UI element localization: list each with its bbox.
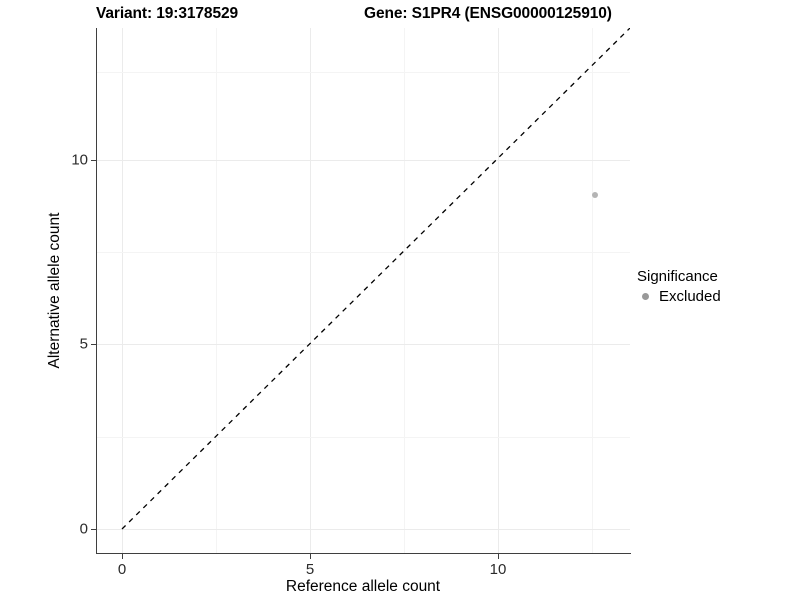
gene-title: Gene: S1PR4 (ENSG00000125910) (364, 5, 612, 22)
x-axis-label: Reference allele count (285, 578, 441, 595)
legend-item-label: Excluded (659, 288, 721, 305)
gridline-minor-horizontal (96, 437, 630, 438)
legend-dot-icon (637, 289, 653, 305)
x-tick-label-10: 10 (489, 561, 507, 578)
gridline-minor-vertical (592, 28, 593, 553)
gridline-minor-vertical (216, 28, 217, 553)
y-tick-label-5: 5 (79, 335, 88, 353)
gridline-major-vertical-10 (498, 28, 499, 553)
gridline-major-vertical-0 (122, 28, 123, 553)
x-tick-0 (122, 554, 124, 559)
y-axis-label: Alternative allele count (46, 212, 63, 369)
x-tick-label-0: 0 (117, 561, 127, 578)
gridline-major-vertical-5 (310, 28, 311, 553)
gridline-major-horizontal-5 (96, 344, 630, 345)
legend-title: Significance (637, 268, 718, 285)
x-tick-10 (498, 554, 500, 559)
x-tick-label-5: 5 (305, 561, 315, 578)
y-tick-0 (91, 529, 96, 531)
gridline-minor-horizontal (96, 252, 630, 253)
y-tick-5 (91, 344, 96, 346)
legend-item-excluded[interactable]: Excluded (637, 288, 797, 305)
y-tick-label-0: 0 (79, 520, 88, 538)
variant-title: Variant: 19:3178529 (96, 5, 239, 22)
legend: Significance Excluded (637, 268, 797, 305)
data-point-excluded[interactable] (592, 191, 599, 198)
y-tick-10 (91, 160, 96, 162)
y-axis-line (96, 28, 98, 554)
gridline-major-horizontal-0 (96, 529, 630, 530)
gridline-minor-vertical (404, 28, 405, 553)
identity-reference-line (121, 28, 630, 530)
y-tick-label-10: 10 (71, 151, 88, 169)
x-tick-5 (310, 554, 312, 559)
x-axis-line (96, 553, 631, 555)
gridline-major-horizontal-10 (96, 160, 630, 161)
chart-title-row: Variant: 19:3178529 Gene: S1PR4 (ENSG000… (0, 2, 800, 28)
gridline-minor-horizontal (96, 72, 630, 73)
plot-panel (96, 28, 630, 553)
